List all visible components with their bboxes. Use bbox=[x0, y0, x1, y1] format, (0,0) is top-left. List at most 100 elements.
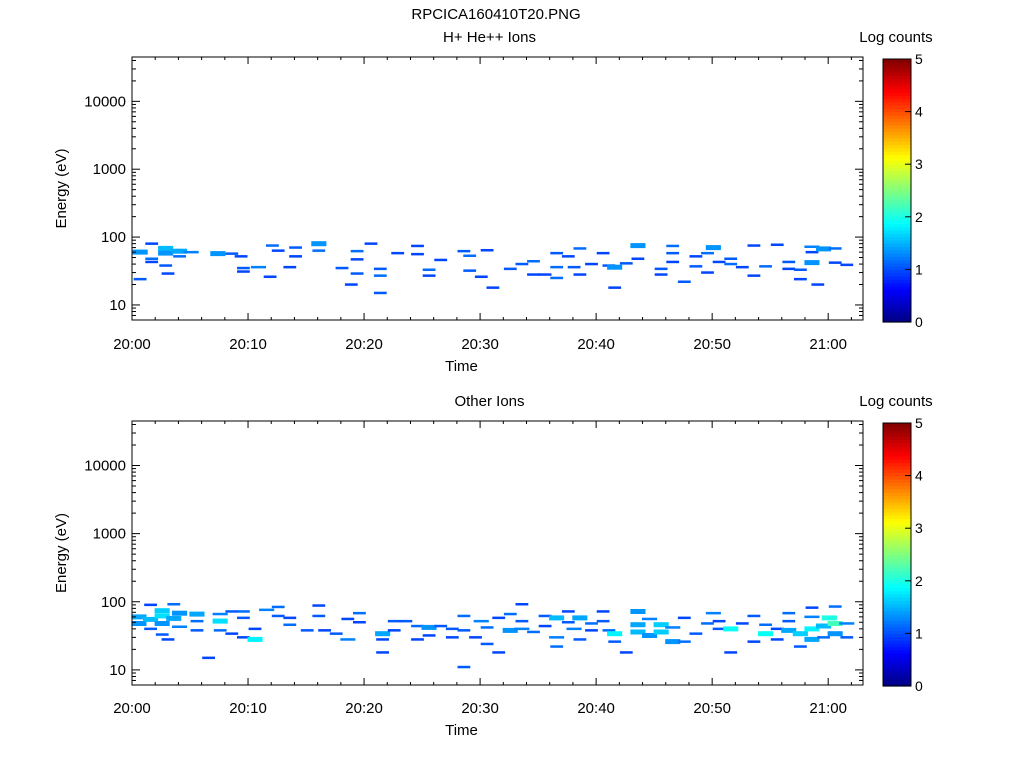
colorbar-swatch bbox=[883, 679, 911, 684]
heatmap-cell bbox=[132, 249, 148, 255]
heatmap-cell bbox=[705, 245, 721, 251]
panel-1: H+ He++ Ions 20:00 20:10 20:20 20:30 20:40 20:… bbox=[53, 29, 933, 375]
colorbar-swatch bbox=[883, 547, 911, 552]
heatmap-cell bbox=[422, 274, 436, 277]
heatmap-cell bbox=[585, 622, 598, 625]
plot-frame bbox=[131, 56, 864, 321]
heatmap-cell bbox=[811, 283, 825, 286]
heatmap-cell bbox=[373, 267, 387, 271]
colorbar-swatch bbox=[883, 488, 911, 493]
colorbar-swatch bbox=[883, 62, 911, 67]
y-tick-label: 10 bbox=[109, 297, 126, 314]
colorbar-tick-label: 0 bbox=[915, 678, 923, 694]
x-tick-label: 20:00 bbox=[113, 336, 151, 353]
heatmap-cell bbox=[144, 603, 157, 607]
colorbar-swatch bbox=[883, 59, 911, 63]
heatmap-cell bbox=[782, 260, 796, 264]
heatmap-cell bbox=[248, 627, 262, 631]
colorbar-swatch bbox=[883, 551, 911, 556]
colorbar-swatch bbox=[883, 590, 911, 595]
colorbar-swatch bbox=[883, 197, 911, 201]
heatmap-cell bbox=[782, 619, 796, 623]
panel-title: Other Ions bbox=[454, 393, 524, 410]
heatmap-cell bbox=[723, 626, 739, 632]
heatmap-cell bbox=[781, 627, 797, 633]
y-tick-label: 10000 bbox=[84, 458, 126, 475]
colorbar-swatch bbox=[883, 305, 911, 310]
heatmap-cell bbox=[143, 616, 159, 622]
colorbar-swatch bbox=[883, 131, 911, 136]
heatmap-cell bbox=[561, 610, 575, 613]
heatmap-cell bbox=[712, 627, 726, 631]
heatmap-cell bbox=[515, 603, 529, 606]
heatmap-cell bbox=[225, 610, 239, 613]
colorbar-swatch bbox=[883, 584, 911, 588]
heatmap-cell bbox=[816, 246, 832, 252]
colorbar-swatch bbox=[883, 85, 911, 90]
colorbar-swatch bbox=[883, 544, 911, 549]
colorbar-swatch bbox=[883, 118, 911, 123]
heatmap-cell bbox=[828, 247, 842, 250]
colorbar-tick-label: 5 bbox=[915, 415, 923, 431]
colorbar-swatch bbox=[883, 121, 911, 126]
heatmap-cell bbox=[329, 632, 343, 635]
colorbar-swatch bbox=[883, 475, 911, 480]
heatmap-cell bbox=[212, 612, 228, 616]
colorbar-swatch bbox=[883, 587, 911, 592]
heatmap-cell bbox=[794, 277, 807, 281]
heatmap-cell bbox=[311, 241, 327, 247]
heatmap-cell bbox=[804, 626, 820, 632]
heatmap-cell bbox=[492, 651, 506, 654]
colorbar-swatch bbox=[883, 561, 911, 565]
colorbar-swatch bbox=[883, 272, 911, 277]
heatmap-cell bbox=[463, 269, 477, 272]
heatmap-cell bbox=[237, 616, 250, 620]
colorbar-swatch bbox=[883, 541, 911, 546]
heatmap-cell bbox=[747, 614, 761, 618]
colorbar-swatch bbox=[883, 429, 911, 434]
heatmap-cell bbox=[585, 629, 598, 632]
colorbar-swatch bbox=[883, 229, 911, 234]
heatmap-cell bbox=[263, 275, 277, 278]
heatmap-cell bbox=[619, 651, 633, 654]
heatmap-cell bbox=[840, 263, 854, 267]
heatmap-cell bbox=[573, 273, 587, 276]
heatmap-cell bbox=[154, 621, 170, 626]
colorbar-label: Log counts bbox=[859, 29, 932, 46]
heatmap-cell bbox=[283, 623, 297, 626]
plot-frame bbox=[131, 420, 864, 686]
heatmap-cell bbox=[770, 627, 784, 631]
colorbar-tick-label: 4 bbox=[915, 468, 923, 484]
colorbar-swatch bbox=[883, 656, 911, 661]
x-tick-label: 20:20 bbox=[345, 336, 383, 353]
heatmap-cell bbox=[804, 615, 820, 619]
heatmap-cell bbox=[538, 273, 552, 276]
heatmap-cell bbox=[131, 621, 147, 626]
colorbar-swatch bbox=[883, 630, 911, 634]
x-tick-label: 21:00 bbox=[809, 700, 847, 717]
colorbar-swatch bbox=[883, 653, 911, 658]
heatmap-cell bbox=[154, 608, 170, 614]
heatmap-cell bbox=[237, 270, 250, 273]
heatmap-cell bbox=[665, 639, 681, 645]
x-tick-label: 20:10 bbox=[229, 700, 267, 717]
heatmap-cell bbox=[770, 243, 784, 246]
heatmap-cell bbox=[608, 286, 622, 289]
heatmap-cell bbox=[225, 632, 239, 635]
colorbar-swatch bbox=[883, 249, 911, 254]
colorbar-tick-label: 3 bbox=[915, 156, 923, 172]
colorbar-label: Log counts bbox=[859, 393, 932, 410]
heatmap-cell bbox=[411, 244, 424, 248]
heatmap-cell bbox=[549, 615, 565, 621]
heatmap-cell bbox=[724, 257, 738, 260]
colorbar-swatch bbox=[883, 505, 911, 510]
heatmap-cell bbox=[312, 614, 326, 618]
x-tick-label: 20:40 bbox=[577, 700, 615, 717]
colorbar-swatch bbox=[883, 593, 911, 598]
heatmap-cell bbox=[375, 631, 391, 637]
x-tick-label: 20:30 bbox=[461, 700, 499, 717]
colorbar-swatch bbox=[883, 105, 911, 109]
heatmap-cell bbox=[665, 626, 681, 629]
colorbar-swatch bbox=[883, 302, 911, 307]
